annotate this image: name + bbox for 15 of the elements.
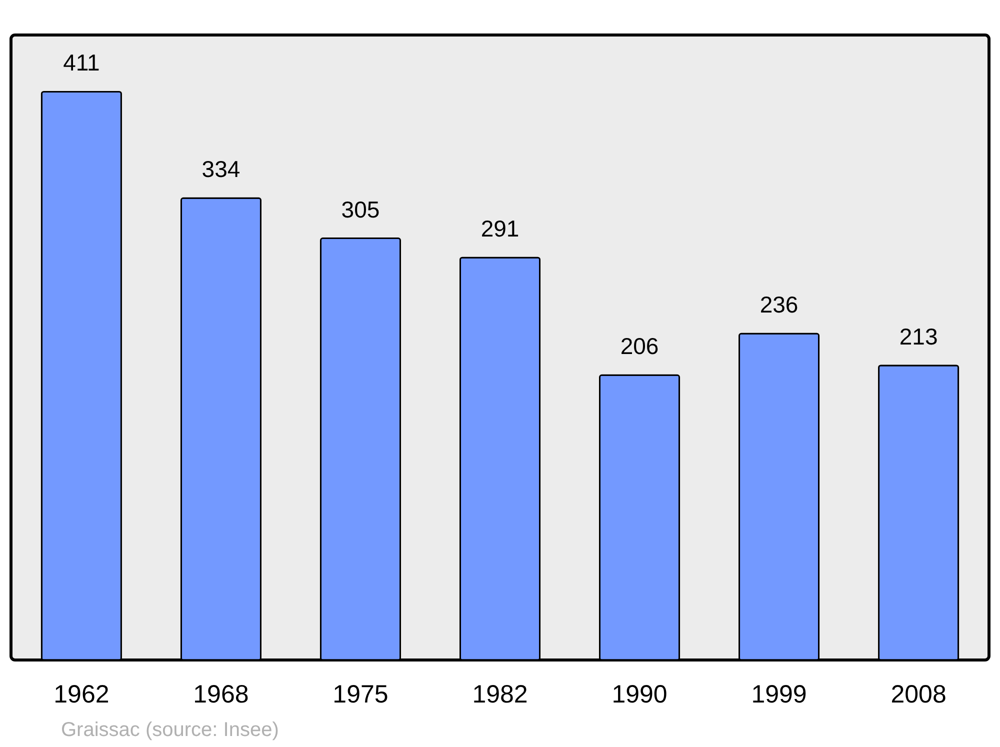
data-label: 305 bbox=[341, 196, 380, 222]
data-label: 291 bbox=[480, 216, 520, 242]
x-tick-label: 1968 bbox=[193, 680, 249, 708]
text: Graissac (source: Insee) bbox=[61, 719, 279, 741]
data-label: 236 bbox=[760, 292, 798, 318]
x-tick-label: 1962 bbox=[54, 680, 110, 708]
data-label: 411 bbox=[63, 50, 100, 76]
x-tick-label: 1975 bbox=[332, 680, 388, 708]
x-tick-label: 1999 bbox=[751, 680, 807, 708]
x-tick-label: 2008 bbox=[890, 680, 946, 708]
data-label: 213 bbox=[899, 323, 938, 350]
x-tick-label: 1982 bbox=[472, 680, 528, 708]
data-label: 206 bbox=[620, 333, 659, 360]
data-label: 334 bbox=[202, 156, 240, 182]
x-tick-label: 1990 bbox=[612, 680, 668, 708]
